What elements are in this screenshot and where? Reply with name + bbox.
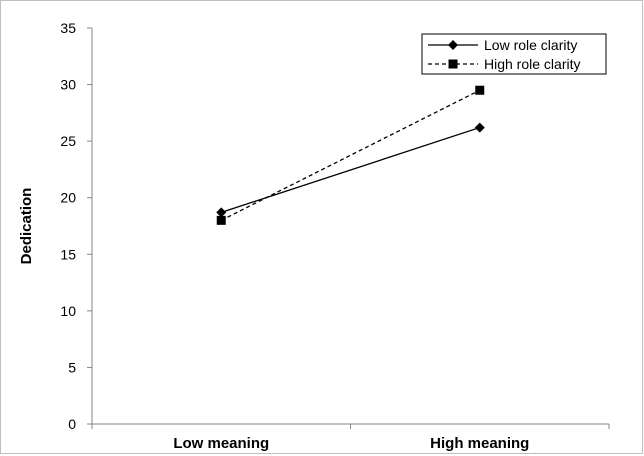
data-point-square (216, 215, 226, 225)
data-point-diamond (474, 122, 485, 133)
series-high-role-clarity (216, 85, 485, 225)
y-tick-label: 15 (60, 246, 76, 262)
y-tick-label: 0 (68, 416, 76, 432)
series-line (220, 89, 481, 221)
legend: Low role clarity High role clarity (421, 33, 607, 75)
legend-diamond-icon (448, 40, 458, 50)
series-layer (216, 85, 485, 225)
y-tick-label: 35 (60, 20, 76, 36)
y-axis-title: Dedication (18, 188, 35, 265)
x-axis-ticks: Low meaning High meaning (91, 424, 610, 452)
data-point-diamond (216, 207, 227, 218)
y-tick-label: 20 (60, 190, 76, 206)
series-low-role-clarity (216, 122, 485, 218)
y-tick-label: 25 (60, 133, 76, 149)
legend-label: Low role clarity (484, 37, 577, 53)
data-point-square (475, 85, 485, 95)
y-axis-ticks: 0 5 10 15 20 25 30 35 (60, 20, 92, 432)
y-tick-label: 30 (60, 77, 76, 93)
y-tick-label: 10 (60, 303, 76, 319)
x-category-label: Low meaning (173, 435, 269, 452)
legend-label: High role clarity (484, 56, 580, 72)
x-category-label: High meaning (430, 435, 529, 452)
legend-square-icon (448, 59, 458, 69)
series-line (221, 126, 480, 214)
y-tick-label: 5 (68, 359, 76, 375)
